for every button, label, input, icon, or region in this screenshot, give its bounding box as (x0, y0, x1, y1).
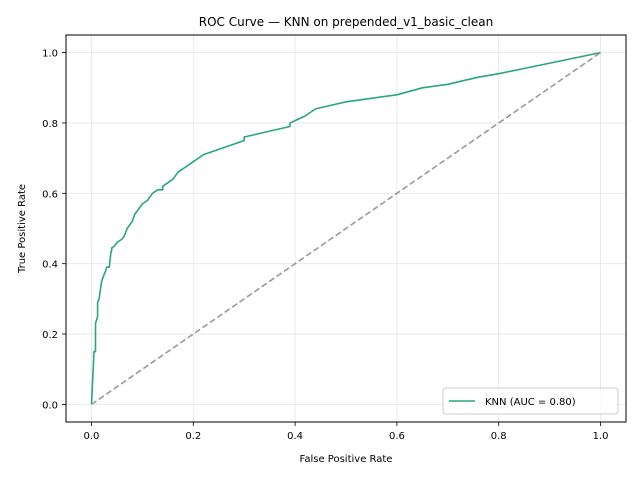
x-tick-label: 0.8 (491, 431, 507, 442)
y-tick-label: 0.6 (42, 189, 58, 200)
x-tick-label: 0.4 (287, 431, 303, 442)
x-tick-label: 0.0 (84, 431, 100, 442)
y-tick-label: 1.0 (42, 49, 58, 60)
x-tick-label: 0.6 (389, 431, 405, 442)
y-tick-label: 0.0 (42, 400, 58, 411)
y-tick-label: 0.4 (42, 260, 58, 271)
y-tick-label: 0.2 (42, 330, 58, 341)
x-axis-label: False Positive Rate (300, 454, 393, 465)
chart-title: ROC Curve — KNN on prepended_v1_basic_cl… (199, 15, 493, 29)
x-tick-label: 1.0 (593, 431, 609, 442)
series-layer (90, 51, 601, 406)
chance-diagonal-line (91, 51, 601, 406)
legend-box (442, 387, 619, 415)
legend: KNN (AUC = 0.80) (442, 387, 619, 415)
y-tick-label: 0.8 (42, 119, 58, 130)
legend-label: KNN (AUC = 0.80) (485, 397, 576, 408)
plot-frame (65, 34, 627, 423)
x-tick-label: 0.2 (185, 431, 201, 442)
y-axis-label: True Positive Rate (17, 184, 28, 274)
knn-roc-line (90, 51, 601, 405)
grid (66, 35, 626, 422)
axis-ticks: 0.0 0.2 0.4 0.6 0.8 1.0 0.0 0.2 0.4 0.6 0.8 1.0 (42, 49, 608, 442)
